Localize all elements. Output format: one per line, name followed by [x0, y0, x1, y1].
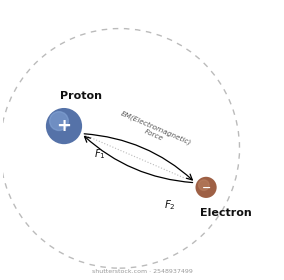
Circle shape — [195, 177, 217, 198]
Text: −: − — [201, 182, 211, 192]
Circle shape — [49, 112, 68, 130]
Text: EM(Electromagnetic)
Force: EM(Electromagnetic) Force — [117, 110, 193, 153]
Circle shape — [46, 108, 82, 144]
Text: +: + — [57, 117, 72, 135]
Text: $F_2$: $F_2$ — [164, 199, 176, 212]
Text: shutterstock.com · 2548937499: shutterstock.com · 2548937499 — [91, 269, 193, 274]
Circle shape — [199, 180, 209, 190]
Text: Proton: Proton — [60, 91, 102, 101]
Text: $F_1$: $F_1$ — [94, 147, 106, 161]
Text: Electron: Electron — [200, 208, 251, 218]
